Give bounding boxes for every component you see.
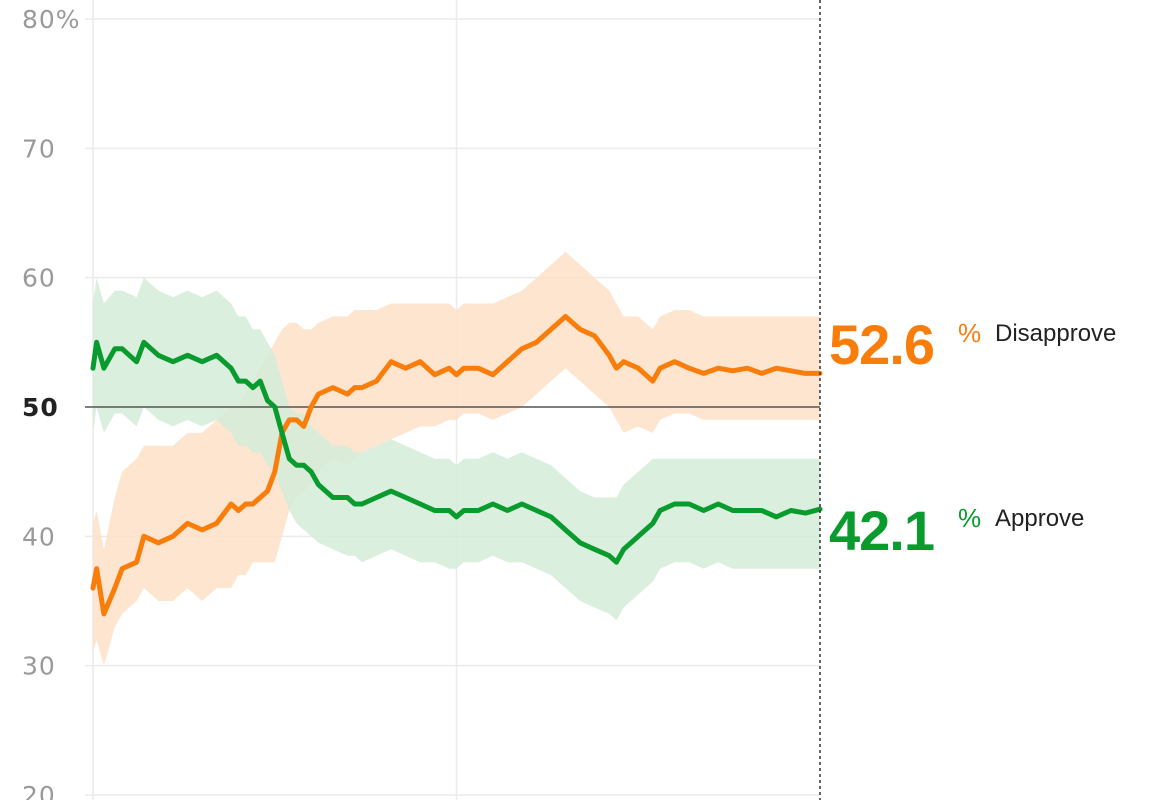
approve-line <box>90 339 823 565</box>
disapprove-end-value: 52.6 <box>829 313 934 376</box>
disapprove-series-label: Disapprove <box>995 320 1116 347</box>
approve-series-label: Approve <box>995 505 1084 532</box>
y-axis-ticks: 80% 70 60 50 40 30 20 <box>22 5 81 800</box>
y-tick-label-20: 20 <box>22 781 56 800</box>
approve-end-unit: % <box>958 503 981 533</box>
approve-end-value: 42.1 <box>829 499 934 562</box>
series-lines <box>90 314 823 617</box>
y-tick-label-40: 40 <box>22 522 56 551</box>
y-tick-label-50: 50 <box>22 393 59 422</box>
end-labels: 52.6 % Disapprove 42.1 % Approve <box>829 313 1116 562</box>
y-tick-label-80: 80% <box>22 5 81 34</box>
disapprove-line <box>90 314 823 617</box>
y-tick-label-70: 70 <box>22 134 56 163</box>
y-tick-label-30: 30 <box>22 652 56 681</box>
disapprove-end-unit: % <box>958 318 981 348</box>
y-tick-label-60: 60 <box>22 264 56 293</box>
